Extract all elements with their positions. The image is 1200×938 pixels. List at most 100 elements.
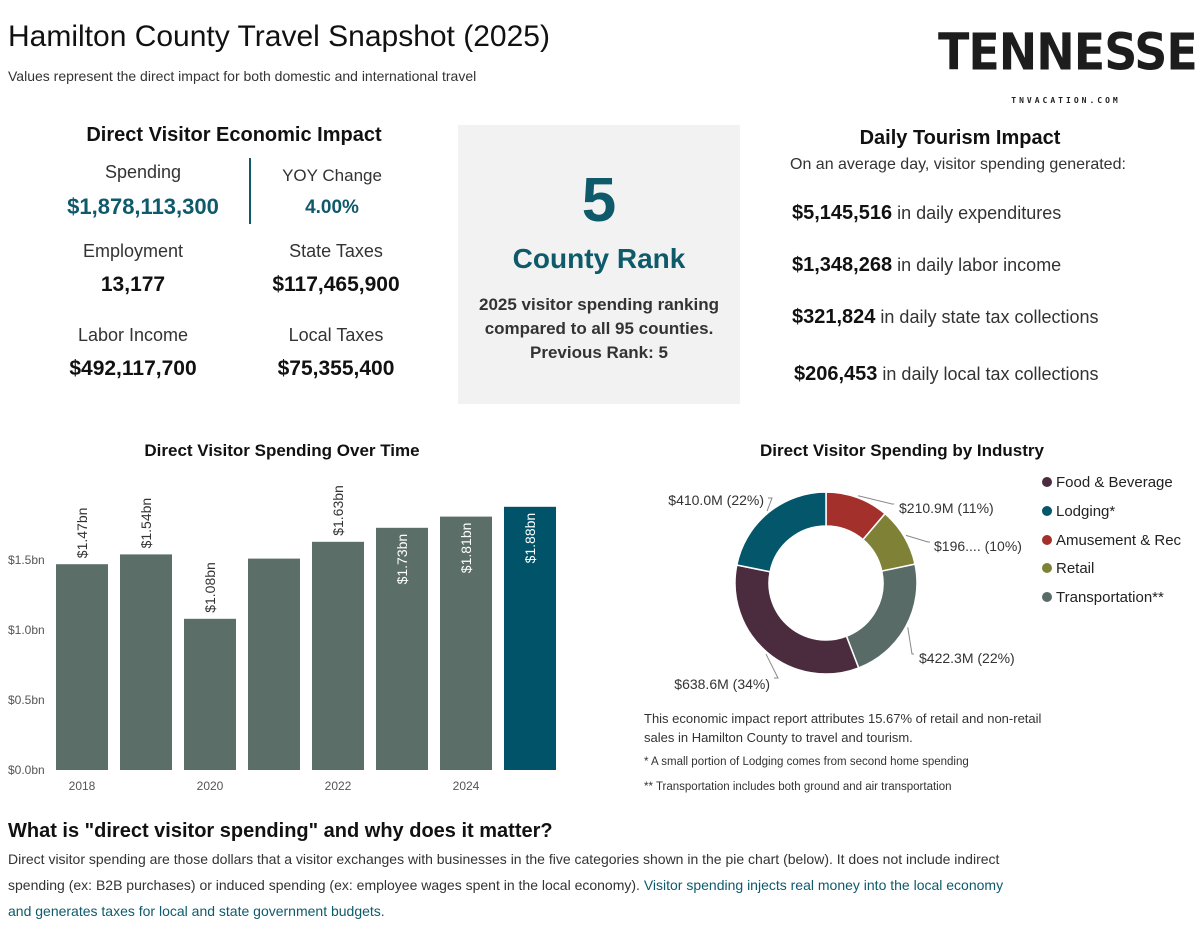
bar-chart-title: Direct Visitor Spending Over Time (144, 441, 420, 460)
bar-2025 (504, 506, 556, 770)
bar-data-label: $1.54bn (138, 498, 154, 549)
spending-value: $1,878,113,300 (67, 194, 219, 219)
slice-transportation- (845, 563, 918, 669)
slice-label: $410.0M (22%) (668, 492, 764, 508)
legend-label: Retail (1056, 560, 1095, 578)
county-rank-description: 2025 visitor spending ranking compared t… (458, 293, 740, 365)
local-taxes-value: $75,355,400 (277, 357, 395, 380)
faq-body-text: Direct visitor spending are those dollar… (8, 851, 1000, 893)
legend-label: Amusement & Rec (1056, 531, 1182, 549)
faq-body: Direct visitor spending are those dollar… (8, 846, 1008, 924)
bar-data-label: $1.63bn (330, 485, 346, 536)
legend-label: Transportation** (1056, 589, 1164, 607)
legend-swatch (1042, 534, 1052, 545)
bar-2022 (312, 541, 364, 770)
bar-2018 (56, 564, 108, 770)
daily-value: $5,145,516 (792, 202, 893, 224)
impact-divider (249, 158, 251, 224)
slice-leader-line (858, 495, 894, 505)
slice-food-beverage (734, 564, 860, 675)
legend-swatch (1042, 563, 1052, 574)
bar-2023 (376, 527, 428, 770)
county-rank-card: 5 County Rank 2025 visitor spending rank… (458, 125, 740, 404)
spending-by-industry-chart: $410.0M (22%) $210.9M (11%) $196.... (10%)… (668, 491, 1022, 692)
legend-item: Transportation** (1042, 589, 1181, 618)
spending-over-time-chart: $0.0bn $0.5bn $1.0bn $1.5bn $1.47bn 2018 $1.54… (8, 485, 556, 793)
legend-item: Retail (1042, 560, 1181, 589)
legend-swatch (1042, 505, 1052, 516)
legend-swatch (1042, 592, 1052, 603)
lodging-footnote: * A small portion of Lodging comes from … (644, 756, 969, 768)
slice-label: $196.... (10%) (934, 538, 1022, 554)
bar-data-label: $1.88bn (522, 513, 538, 564)
daily-row-state-tax: $321,824 in daily state tax collections (792, 306, 1099, 329)
y-tick-label: $1.5bn (8, 553, 45, 567)
y-tick-label: $0.0bn (8, 763, 45, 777)
tennessee-logo: TENNESSEE TNVACATION.COM (938, 22, 1200, 105)
daily-text: in daily expenditures (892, 203, 1062, 223)
legend-label: Lodging* (1056, 502, 1116, 520)
x-tick-label: 2020 (197, 779, 224, 793)
legend-item: Amusement & Rec (1042, 532, 1181, 561)
daily-value: $321,824 (792, 306, 876, 328)
logo-wordmark: TENNESSEE (938, 22, 1200, 82)
slice-label: $638.6M (34%) (674, 676, 770, 692)
daily-value: $206,453 (794, 363, 878, 385)
state-taxes-label: State Taxes (289, 241, 383, 261)
bar-2021 (248, 558, 300, 770)
daily-row-local-tax: $206,453 in daily local tax collections (794, 363, 1099, 386)
labor-income-value: $492,117,700 (69, 357, 197, 380)
x-tick-label: 2018 (69, 779, 96, 793)
page-title: Hamilton County Travel Snapshot (2025) (8, 20, 550, 53)
rank-desc-line-2: compared to all 95 counties. (484, 319, 714, 338)
legend-label: Food & Beverage (1056, 474, 1173, 491)
daily-value: $1,348,268 (792, 254, 893, 276)
legend-item: Food & Beverage (1042, 474, 1181, 503)
bar-data-label: $1.73bn (394, 534, 410, 585)
slice-lodging- (735, 491, 827, 573)
bar-2024 (440, 516, 492, 770)
bar-data-label: $1.08bn (202, 562, 218, 613)
slice-leader-line (766, 497, 773, 512)
daily-text: in daily labor income (892, 255, 1062, 275)
daily-text: in daily state tax collections (875, 307, 1099, 327)
bar-2020 (184, 618, 236, 770)
slice-label: $422.3M (22%) (919, 650, 1015, 666)
slice-label: $210.9M (11%) (899, 500, 994, 516)
county-rank-number: 5 (581, 166, 617, 235)
slice-leader-line (905, 534, 930, 543)
logo-url: TNVACATION.COM (1011, 96, 1121, 105)
attribution-note-line-2: sales in Hamilton County to travel and t… (644, 730, 913, 745)
pie-chart-title: Direct Visitor Spending by Industry (759, 441, 1044, 460)
transportation-footnote: ** Transportation includes both ground a… (644, 781, 952, 793)
daily-text: in daily local tax collections (877, 364, 1099, 384)
bar-data-label: $1.81bn (458, 523, 474, 574)
pie-legend: Food & Beverage Lodging* Amusement & Rec Re… (1042, 474, 1181, 618)
page-subtitle: Values represent the direct impact for b… (8, 68, 477, 84)
slice-leader-line (907, 627, 914, 655)
daily-impact-title: Daily Tourism Impact (859, 127, 1061, 149)
local-taxes-label: Local Taxes (288, 325, 384, 345)
economic-impact-title: Direct Visitor Economic Impact (86, 124, 382, 146)
daily-row-expenditures: $5,145,516 in daily expenditures (792, 202, 1061, 225)
rank-desc-line-1: 2025 visitor spending ranking (479, 295, 719, 314)
labor-income-label: Labor Income (77, 325, 189, 345)
legend-swatch (1042, 477, 1052, 488)
county-rank-label: County Rank (512, 243, 686, 274)
faq-title: What is "direct visitor spending" and wh… (8, 820, 553, 842)
attribution-note-line-1: This economic impact report attributes 1… (644, 711, 1042, 726)
state-taxes-value: $117,465,900 (272, 273, 400, 296)
daily-impact-intro: On an average day, visitor spending gene… (790, 156, 1126, 173)
faq-body-highlight: Visitor spending injects real money into… (8, 877, 1004, 919)
employment-label: Employment (82, 241, 184, 261)
yoy-value: 4.00% (305, 197, 359, 218)
yoy-label: YOY Change (282, 166, 382, 185)
x-tick-label: 2024 (453, 779, 480, 793)
bar-2019 (120, 554, 172, 770)
x-tick-label: 2022 (325, 779, 352, 793)
employment-value: 13,177 (100, 273, 166, 296)
spending-label: Spending (104, 162, 182, 182)
legend-item: Lodging* (1042, 503, 1181, 532)
slice-leader-line (765, 653, 779, 679)
bar-data-label: $1.47bn (74, 508, 90, 559)
